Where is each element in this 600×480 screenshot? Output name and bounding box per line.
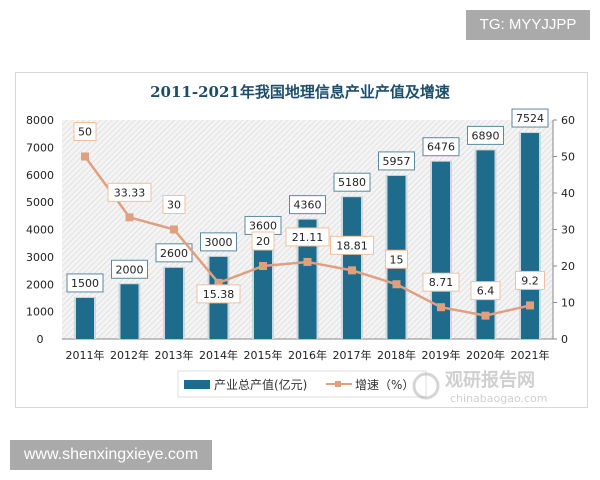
growth-point	[81, 152, 89, 161]
y-right-tick: 20	[561, 260, 575, 273]
bar-label: 7524	[516, 112, 544, 125]
bar-label-box	[333, 172, 371, 192]
x-tick: 2020年	[466, 348, 505, 362]
bar-label: 5957	[383, 155, 411, 168]
bar-label-box	[422, 137, 460, 157]
y-left-tick: 8000	[26, 114, 54, 127]
bar-label: 3600	[249, 219, 277, 232]
bar-label: 6476	[427, 141, 455, 154]
bar-label: 2600	[160, 247, 188, 260]
bar-label: 4360	[294, 199, 322, 212]
x-tick: 2012年	[110, 348, 149, 362]
y-right-tick: 40	[561, 187, 575, 200]
x-tick: 2017年	[333, 348, 372, 362]
bar-label-box	[289, 195, 326, 215]
x-tick: 2018年	[377, 348, 416, 362]
svg-text:chinabaogao.com: chinabaogao.com	[450, 392, 548, 405]
growth-point	[170, 225, 178, 234]
growth-label: 9.2	[521, 274, 539, 287]
y-right-tick: 0	[561, 333, 568, 346]
growth-label-box	[470, 281, 501, 301]
growth-point	[214, 278, 223, 287]
growth-point	[437, 303, 445, 312]
x-tick: 2014年	[199, 348, 238, 362]
growth-label: 15.38	[203, 288, 235, 301]
growth-point	[303, 257, 312, 266]
growth-label: 18.81	[336, 239, 368, 252]
bar-label: 5180	[338, 176, 366, 189]
growth-label-box	[285, 227, 330, 247]
watermark-bottom: www.shenxingxieye.com	[10, 440, 212, 470]
bar	[476, 150, 495, 339]
y-left-tick: 0	[37, 333, 44, 346]
bar-label: 3000	[205, 236, 233, 249]
y-left-tick: 6000	[26, 169, 54, 182]
bar	[76, 297, 94, 339]
bar-label-box	[111, 259, 148, 279]
growth-label-box	[515, 270, 545, 290]
bar-label-box	[66, 273, 104, 293]
watermark-top: TG: MYYJJPP	[466, 10, 590, 40]
growth-label-box	[251, 231, 275, 251]
growth-label-box	[73, 122, 97, 141]
y-left-tick: 5000	[26, 196, 54, 209]
logo-watermark: 观研报告网 chinabaogao.com	[412, 369, 548, 405]
bar-label-box	[467, 125, 504, 145]
bar	[165, 267, 183, 339]
y-left-tick: 1000	[26, 306, 54, 319]
bar-label-box	[200, 232, 237, 252]
growth-label-box	[330, 235, 374, 255]
bar-label: 1500	[71, 277, 99, 290]
y-left-tick: 7000	[26, 141, 54, 154]
bar-label: 2000	[116, 263, 144, 276]
growth-point	[392, 280, 401, 289]
bar	[432, 161, 450, 339]
growth-label-box	[107, 182, 152, 202]
growth-point	[348, 266, 356, 275]
bar-label-box	[511, 108, 549, 128]
bar	[120, 284, 139, 339]
growth-point	[526, 301, 534, 310]
x-tick: 2015年	[244, 348, 283, 362]
growth-label-box	[196, 284, 241, 304]
growth-label: 15	[390, 253, 404, 266]
legend-bar-swatch	[184, 380, 210, 389]
growth-label: 50	[78, 126, 92, 139]
growth-point	[125, 213, 134, 222]
x-tick: 2011年	[66, 348, 105, 362]
growth-label: 6.4	[477, 285, 495, 298]
x-tick: 2016年	[288, 348, 327, 362]
y-right-tick: 50	[561, 151, 575, 164]
legend: 产业总产值(亿元) 增速（%）	[177, 370, 427, 398]
y-left-tick: 3000	[26, 251, 54, 264]
legend-line-label: 增速（%）	[355, 378, 414, 392]
bar-label-box	[378, 151, 415, 171]
growth-label: 20	[256, 235, 270, 248]
legend-bar-label: 产业总产值(亿元)	[214, 377, 307, 392]
x-tick: 2019年	[422, 348, 461, 362]
y-right-tick: 10	[561, 297, 575, 310]
growth-point	[259, 262, 267, 270]
growth-label-box	[422, 272, 460, 292]
growth-label-box	[385, 249, 408, 269]
chart-frame	[15, 72, 588, 408]
growth-label: 33.33	[114, 186, 146, 199]
growth-label: 21.11	[292, 231, 324, 244]
x-tick: 2013年	[155, 348, 194, 362]
y-left-tick: 2000	[26, 278, 54, 291]
y-right-tick: 30	[561, 224, 575, 237]
bar-label: 6890	[472, 129, 500, 142]
growth-label: 8.71	[429, 276, 454, 289]
bar	[298, 219, 317, 339]
y-left-tick: 4000	[26, 224, 54, 237]
growth-label: 30	[167, 199, 181, 212]
chart-title: 2011-2021年我国地理信息产业产值及增速	[150, 83, 450, 101]
svg-text:观研报告网: 观研报告网	[445, 369, 535, 391]
y-right-tick: 60	[561, 114, 575, 127]
bar	[254, 240, 272, 339]
growth-point	[481, 311, 490, 320]
x-tick: 2021年	[511, 348, 550, 362]
growth-label-box	[162, 195, 186, 214]
